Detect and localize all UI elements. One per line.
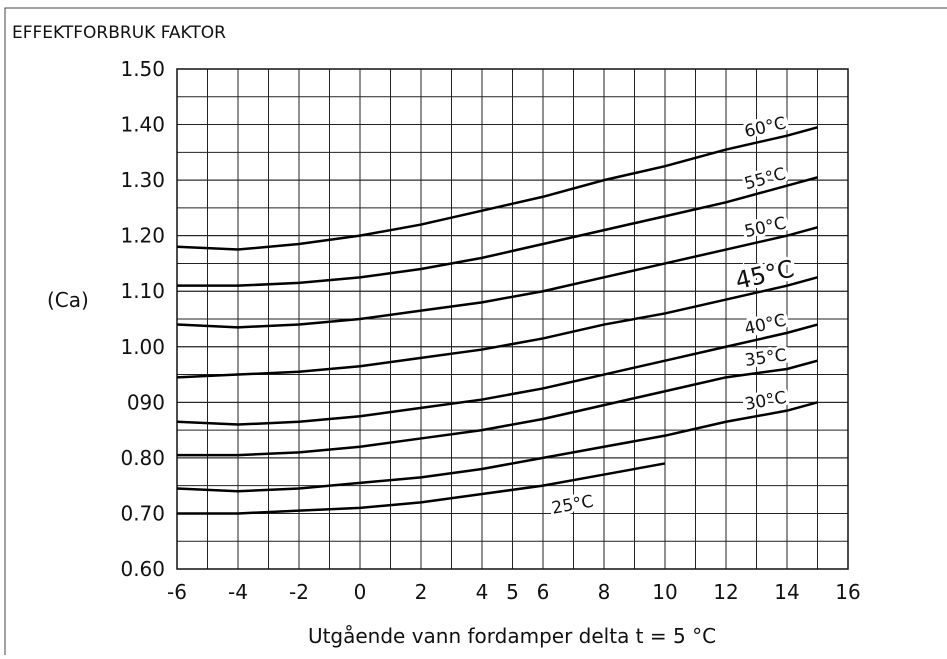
x-tick-label: 4 bbox=[476, 580, 489, 604]
x-tick-label: 8 bbox=[598, 580, 611, 604]
y-tick-label: 1.00 bbox=[120, 335, 165, 359]
y-axis-label: (Ca) bbox=[47, 288, 89, 312]
x-tick-label: 6 bbox=[537, 580, 550, 604]
series-line bbox=[176, 276, 818, 379]
x-tick-label: 14 bbox=[774, 580, 799, 604]
y-tick-label: 1.50 bbox=[120, 57, 165, 81]
x-axis-label: Utgående vann fordamper delta t = 5 °C bbox=[308, 624, 716, 648]
series-line bbox=[176, 401, 818, 493]
series-line bbox=[176, 126, 818, 251]
series-line bbox=[177, 462, 666, 515]
x-tick-label: -4 bbox=[228, 580, 248, 604]
plot-border bbox=[176, 68, 849, 570]
series-label: 55°C bbox=[742, 164, 788, 194]
chart-title: EFFEKTFORBRUK FAKTOR bbox=[12, 23, 226, 43]
series-line bbox=[176, 226, 818, 329]
series-label: 35°C bbox=[744, 345, 788, 371]
y-tick-label: 090 bbox=[127, 390, 165, 414]
x-tick-label: 0 bbox=[354, 580, 367, 604]
x-tick-label: 5 bbox=[506, 580, 519, 604]
series-line bbox=[176, 323, 818, 426]
series-line bbox=[177, 359, 818, 457]
x-tick-label: 2 bbox=[415, 580, 428, 604]
x-tick-label: 10 bbox=[652, 580, 677, 604]
y-tick-label: 1.10 bbox=[120, 279, 165, 303]
x-tick-label: 16 bbox=[835, 580, 860, 604]
y-tick-label: 0.80 bbox=[120, 446, 165, 470]
x-tick-label: -6 bbox=[167, 580, 187, 604]
series-line bbox=[177, 176, 818, 287]
y-tick-label: 1.30 bbox=[120, 168, 165, 192]
frame bbox=[4, 7, 947, 659]
x-tick-label: 12 bbox=[713, 580, 738, 604]
series-label: 25°C bbox=[550, 492, 595, 519]
x-tick-label: -2 bbox=[289, 580, 309, 604]
y-tick-label: 0.70 bbox=[120, 501, 165, 525]
y-tick-label: 1.40 bbox=[120, 113, 165, 137]
y-tick-label: 1.20 bbox=[120, 224, 165, 248]
y-tick-label: 0.60 bbox=[120, 557, 165, 581]
